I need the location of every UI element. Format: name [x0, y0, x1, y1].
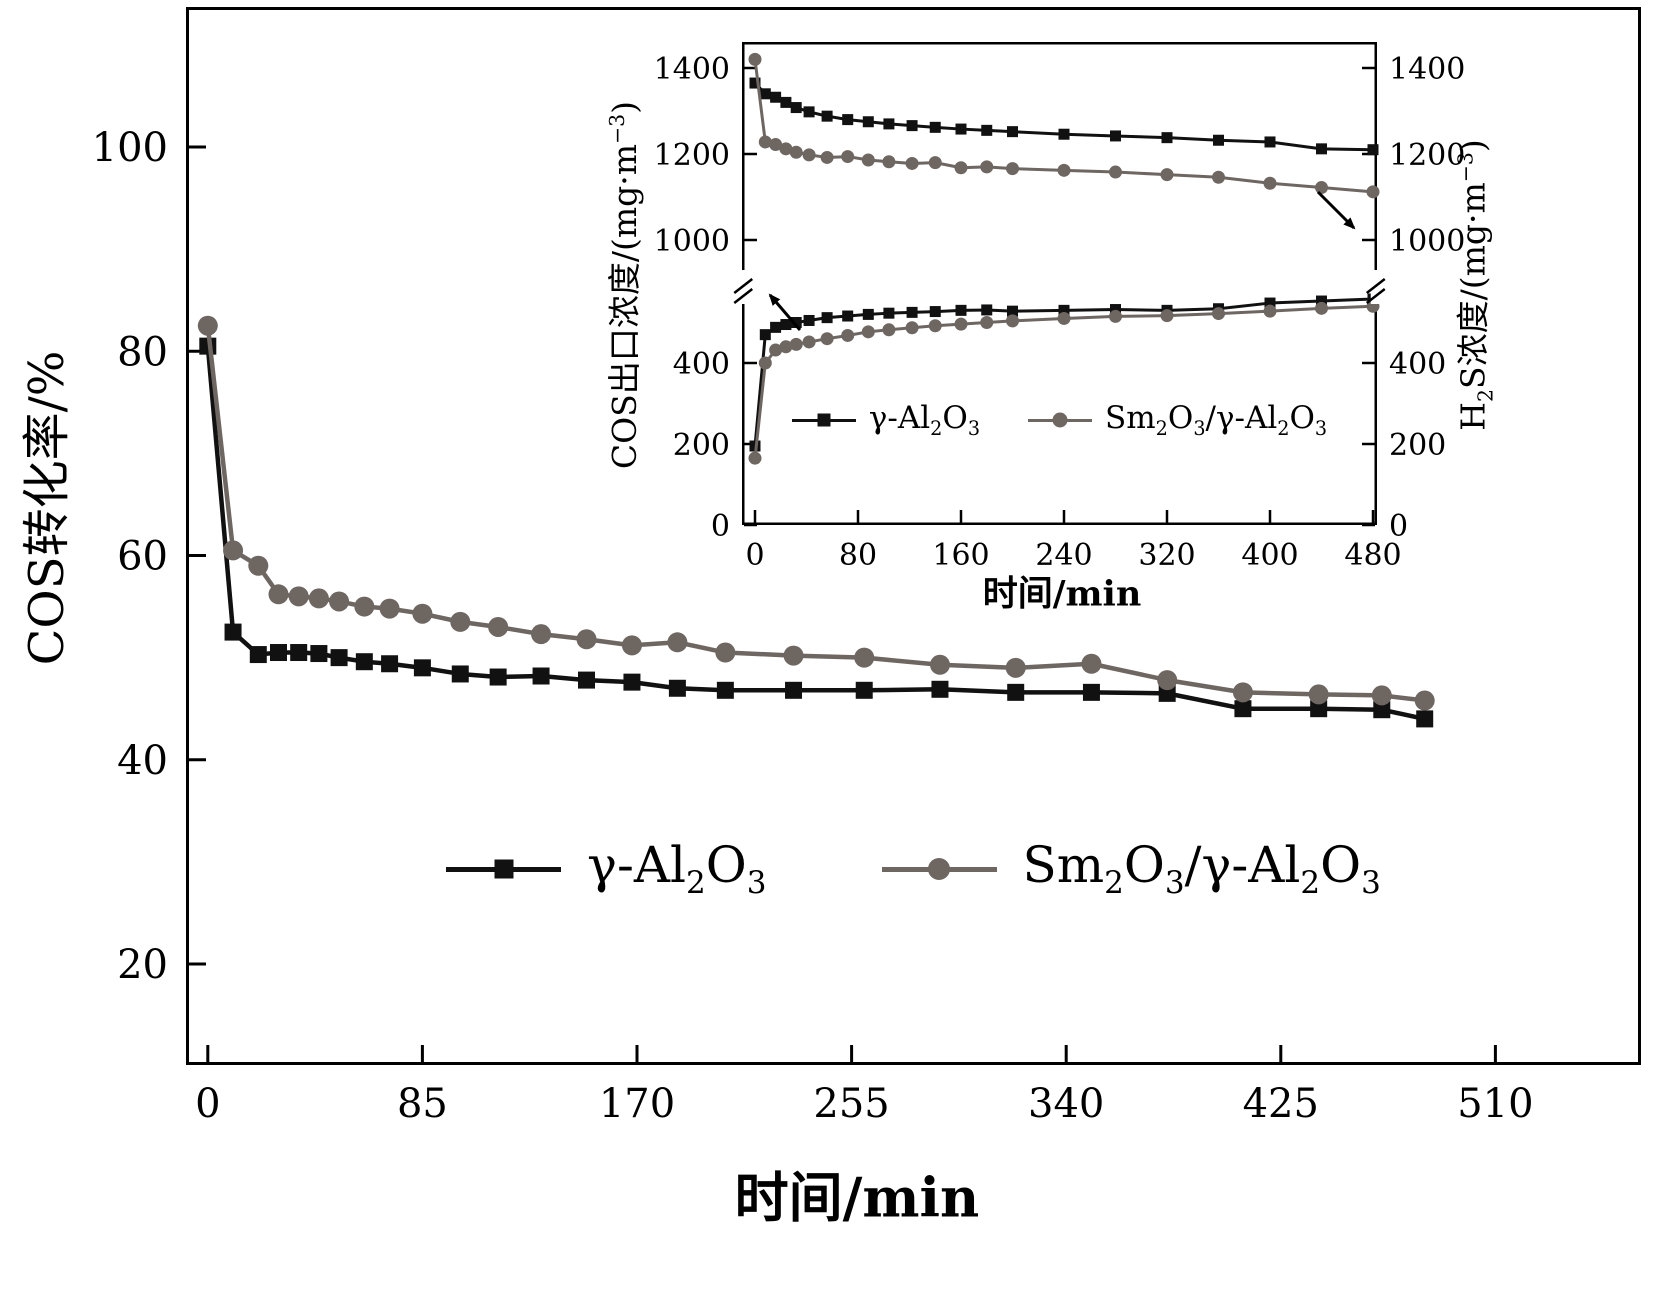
inset-left-y-tick-label: 1000: [654, 224, 730, 259]
y-axis-break-icon: [733, 270, 754, 304]
inset-left-y-tick-label: 0: [711, 509, 730, 544]
legend-sample-black-square: [446, 856, 562, 882]
inset-x-axis-title: 时间/min: [982, 573, 1142, 615]
main-x-tick-label: 85: [397, 1081, 448, 1127]
main-y-tick-label: 60: [117, 534, 168, 580]
inset-right-y-tick-label: 0: [1389, 509, 1408, 544]
circle-marker-icon: [1052, 412, 1068, 428]
inset-legend-item-sm2o3-gamma-al2o3: Sm2O3/γ-Al2O3: [1028, 400, 1327, 440]
main-y-tick-label: 100: [92, 125, 168, 171]
inset-left-y-tick-label: 400: [673, 347, 730, 382]
inset-legend-label-gamma-al2o3: γ-Al2O3: [868, 400, 981, 441]
legend-sample-gray-circle: [881, 856, 997, 882]
main-series-1: [197, 315, 1435, 711]
inset-series-1: [748, 299, 1380, 465]
main-chart-legend: γ-Al2O3 Sm2O3/γ-Al2O3: [186, 836, 1641, 901]
legend-label-sm2o3-gamma-al2o3: Sm2O3/γ-Al2O3: [1022, 836, 1381, 901]
inset-legend-sample-black-square: [791, 411, 856, 429]
main-x-tick-label: 170: [599, 1081, 675, 1127]
inset-right-y-tick-label: 1200: [1389, 138, 1465, 173]
main-y-tick-label: 20: [117, 942, 168, 988]
inset-left-y-tick-label: 1200: [654, 138, 730, 173]
inset-right-y-tick-label: 400: [1389, 347, 1446, 382]
legend-label-gamma-al2o3: γ-Al2O3: [587, 836, 767, 901]
inset-x-tick-label: 160: [932, 538, 989, 573]
main-y-axis-title: COS转化率/%: [19, 350, 75, 666]
inset-x-tick-label: 240: [1035, 538, 1092, 573]
inset-x-tick-label: 400: [1241, 538, 1298, 573]
inset-x-tick-label: 320: [1138, 538, 1195, 573]
main-axes-ticks: 0 85 170 255 340 425 510 20 40 60 80 100: [92, 125, 1534, 1127]
inset-right-y-tick-label: 1000: [1389, 224, 1465, 259]
main-y-tick-label: 80: [117, 329, 168, 375]
inset-legend-item-gamma-al2o3: γ-Al2O3: [791, 400, 981, 441]
main-x-axis-title: 时间/min: [734, 1165, 980, 1230]
y-axis-break-icon: [1365, 270, 1386, 304]
inset-chart-legend: γ-Al2O3 Sm2O3/γ-Al2O3: [742, 400, 1377, 440]
inset-left-y-axis-title: COS出口浓度/(mg·m−3): [605, 100, 644, 470]
main-x-tick-label: 425: [1243, 1081, 1319, 1127]
inset-left-y-tick-label: 1400: [654, 52, 730, 87]
main-chart-canvas: 0 85 170 255 340 425 510 20 40 60 80 100: [92, 7, 1641, 1127]
inset-x-tick-label: 0: [745, 538, 764, 573]
right-axis-arrow-icon: [1316, 190, 1356, 230]
main-y-tick-label: 40: [117, 738, 168, 784]
inset-right-y-tick-label: 200: [1389, 428, 1446, 463]
main-x-tick-label: 0: [195, 1081, 220, 1127]
inset-series-2: [749, 77, 1379, 156]
inset-right-y-axis-title: H2S浓度/(mg·m−3): [1453, 139, 1498, 431]
inset-plot-frame: [742, 42, 1377, 525]
inset-x-tick-label: 80: [839, 538, 877, 573]
main-x-tick-label: 510: [1457, 1081, 1533, 1127]
main-x-tick-label: 340: [1028, 1081, 1104, 1127]
left-axis-arrow-icon: [768, 293, 802, 331]
main-plot-frame: [186, 7, 1641, 1065]
square-marker-icon: [494, 859, 514, 878]
circle-marker-icon: [928, 857, 950, 880]
inset-legend-sample-gray-circle: [1028, 411, 1093, 429]
inset-left-y-tick-label: 200: [673, 428, 730, 463]
inset-legend-label-sm2o3-gamma-al2o3: Sm2O3/γ-Al2O3: [1105, 400, 1328, 441]
square-marker-icon: [817, 413, 831, 427]
legend-item-gamma-al2o3: γ-Al2O3: [446, 836, 767, 901]
inset-right-y-tick-label: 1400: [1389, 52, 1465, 87]
legend-item-sm2o3-gamma-al2o3: Sm2O3/γ-Al2O3: [881, 836, 1381, 901]
inset-series-3: [748, 52, 1380, 199]
main-x-tick-label: 255: [813, 1081, 889, 1127]
inset-x-tick-label: 480: [1344, 538, 1401, 573]
